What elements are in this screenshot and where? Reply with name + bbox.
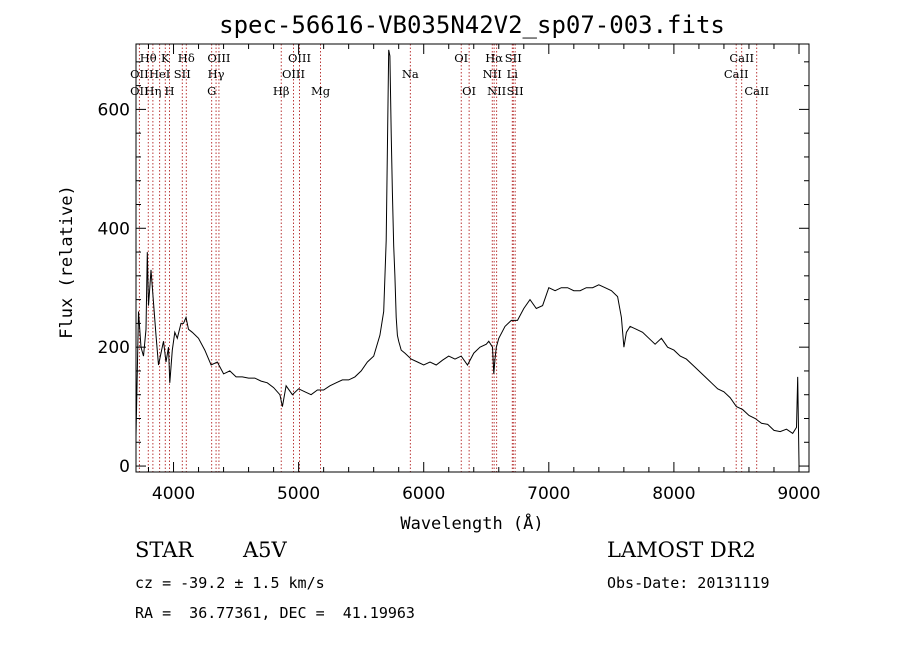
emission-line-label: K xyxy=(161,51,170,65)
object-subclass: A5V xyxy=(243,538,287,562)
x-axis-label: Wavelength (Å) xyxy=(400,512,543,534)
emission-line-label: SII xyxy=(505,51,522,65)
emission-line-label: Hδ xyxy=(178,51,195,65)
emission-line-label: HeI xyxy=(149,67,170,81)
emission-line-label: OII xyxy=(130,67,149,81)
emission-line-label: H xyxy=(165,84,175,98)
x-tick-label: 6000 xyxy=(402,484,445,504)
emission-line-label: Li xyxy=(507,67,519,81)
observation-date: Obs-Date: 20131119 xyxy=(607,574,770,592)
emission-line-label: CaII xyxy=(724,67,749,81)
emission-line-markers xyxy=(138,44,758,472)
redshift-readout: cz = -39.2 ± 1.5 km/s xyxy=(135,574,325,592)
y-tick-label: 400 xyxy=(98,219,130,239)
spectrum-line xyxy=(135,49,800,464)
emission-line-label: Na xyxy=(402,67,419,81)
emission-line-label: OII xyxy=(130,84,149,98)
emission-line-label: SII xyxy=(507,84,524,98)
x-axis-ticks: 4000 5000 6000 7000 8000 9000 xyxy=(148,44,821,504)
x-tick-label: 5000 xyxy=(277,484,320,504)
x-tick-label: 8000 xyxy=(652,484,695,504)
emission-line-label: OIII xyxy=(288,51,311,65)
emission-line-label: OI xyxy=(462,84,476,98)
emission-line-label: G xyxy=(207,84,216,98)
emission-line-label: Hβ xyxy=(273,84,290,98)
survey-name: LAMOST DR2 xyxy=(607,538,756,562)
emission-line-label: OIII xyxy=(282,67,305,81)
y-tick-label: 600 xyxy=(98,100,130,120)
emission-line-label: Hγ xyxy=(208,67,225,81)
plot-frame xyxy=(135,43,810,473)
emission-line-labels: OII OII Hθ HeI Hη K H SII Hδ OIII Hγ G Hβ OIII OIII Mg N… xyxy=(130,51,769,98)
coordinates-readout: RA = 36.77361, DEC = 41.19963 xyxy=(135,604,415,622)
y-axis-ticks: 0 200 400 600 xyxy=(98,61,809,477)
x-tick-label: 4000 xyxy=(152,484,195,504)
chart-title: spec-56616-VB035N42V2_sp07-003.fits xyxy=(219,11,725,39)
emission-line-label: CaII xyxy=(744,84,769,98)
emission-line-label: Hθ xyxy=(140,51,157,65)
emission-line-label: Mg xyxy=(311,84,331,98)
emission-line-label: NII xyxy=(487,84,506,98)
object-class: STAR xyxy=(135,538,194,562)
x-tick-label: 9000 xyxy=(777,484,820,504)
y-axis-label: Flux (relative) xyxy=(57,185,77,339)
emission-line-label: OI xyxy=(454,51,468,65)
y-tick-label: 200 xyxy=(98,338,130,358)
y-tick-label: 0 xyxy=(119,457,130,477)
emission-line-label: OIII xyxy=(207,51,230,65)
x-tick-label: 7000 xyxy=(527,484,570,504)
emission-line-label: Hη xyxy=(144,84,161,98)
emission-line-label: Hα xyxy=(485,51,503,65)
emission-line-label: SII xyxy=(174,67,191,81)
emission-line-label: CaII xyxy=(729,51,754,65)
emission-line-label: NII xyxy=(483,67,502,81)
